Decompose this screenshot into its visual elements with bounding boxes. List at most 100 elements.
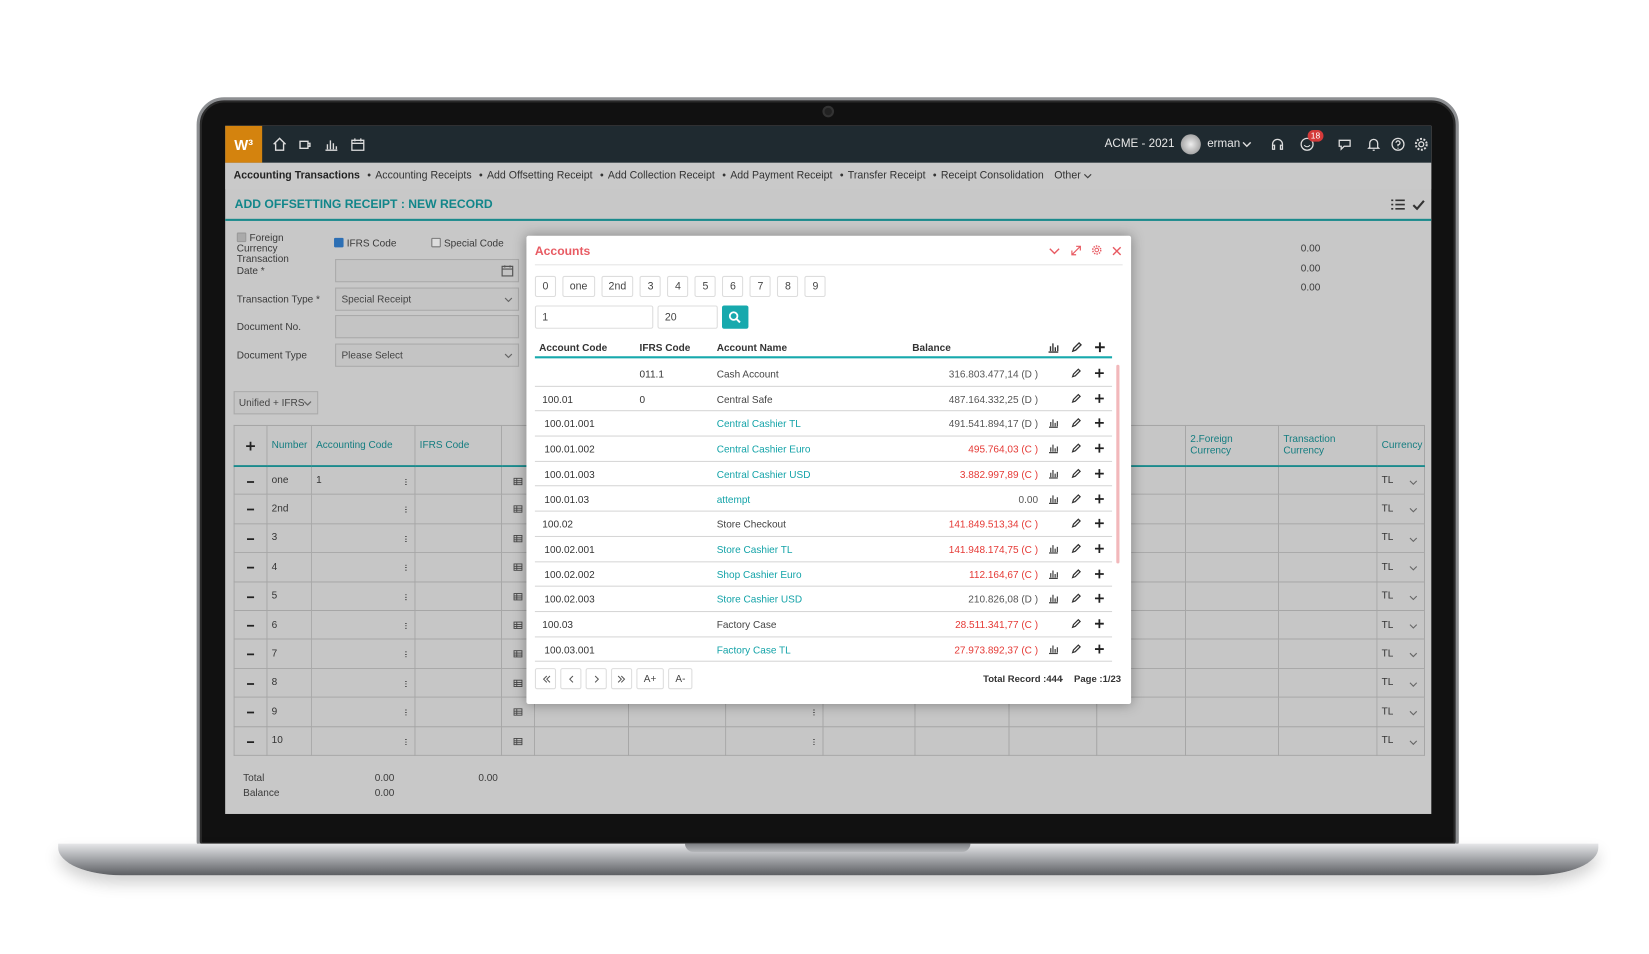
- chevron[interactable]: [1409, 537, 1418, 542]
- edit-icon[interactable]: [1071, 618, 1082, 629]
- more-icon[interactable]: [810, 707, 818, 718]
- account-name[interactable]: Central Cashier USD: [716, 469, 811, 481]
- table-icon[interactable]: [513, 649, 524, 659]
- add-icon[interactable]: [1094, 593, 1105, 604]
- pager-button[interactable]: [534, 668, 557, 690]
- more-icon[interactable]: [402, 592, 410, 603]
- account-row[interactable]: 100.01.001 Central Cashier TL 491.541.894,…: [534, 412, 1113, 437]
- help-icon[interactable]: [1390, 136, 1406, 152]
- more-icon[interactable]: [402, 649, 410, 660]
- more-icon[interactable]: [402, 707, 410, 718]
- chevron[interactable]: [1409, 479, 1418, 485]
- checkbox-field[interactable]: Foreign Currency Transaction: [236, 232, 327, 266]
- pager-button[interactable]: [560, 668, 582, 690]
- company[interactable]: ACME - 2021: [1104, 137, 1175, 151]
- add-icon[interactable]: [1094, 368, 1105, 379]
- edit-icon[interactable]: [1071, 341, 1083, 353]
- remove-row-icon[interactable]: [245, 476, 256, 487]
- add-icon[interactable]: [1094, 543, 1105, 554]
- headset-icon[interactable]: [1270, 136, 1286, 152]
- close-icon[interactable]: [1112, 246, 1122, 256]
- account-row[interactable]: 100.01.03 attempt 0.00: [534, 487, 1113, 512]
- remove-row-icon[interactable]: [245, 534, 256, 545]
- checkbox[interactable]: [334, 237, 344, 248]
- field-input[interactable]: [335, 315, 520, 339]
- account-name[interactable]: Shop Cashier Euro: [716, 569, 802, 581]
- table-icon[interactable]: [513, 476, 524, 486]
- range-end[interactable]: 20: [657, 305, 718, 329]
- chat-icon[interactable]: [1337, 136, 1353, 152]
- nav-item[interactable]: Receipt Consolidation: [940, 170, 1044, 182]
- account-row[interactable]: 100.02.002 Shop Cashier Euro 112.164,67 (C…: [534, 562, 1113, 587]
- field-input[interactable]: [335, 258, 520, 283]
- edit-icon[interactable]: [1071, 468, 1082, 479]
- checkbox[interactable]: [431, 237, 441, 248]
- nav-item[interactable]: Add Payment Receipt: [730, 170, 833, 182]
- pager-button[interactable]: [611, 668, 633, 690]
- account-name[interactable]: attempt: [716, 494, 751, 506]
- save-icon[interactable]: [1412, 199, 1425, 211]
- add-icon[interactable]: [1094, 418, 1105, 429]
- letter-button[interactable]: 6: [722, 275, 744, 298]
- chart-icon[interactable]: [1048, 568, 1060, 579]
- letter-button[interactable]: 2nd: [601, 275, 634, 298]
- table-icon[interactable]: [513, 620, 524, 630]
- smile-icon[interactable]: [1299, 136, 1315, 152]
- letter-button[interactable]: 9: [804, 275, 826, 298]
- chevron[interactable]: [1409, 624, 1418, 629]
- checkbox[interactable]: [236, 232, 247, 243]
- remove-row-icon[interactable]: [245, 736, 256, 747]
- calendar-icon[interactable]: [501, 264, 514, 277]
- table-icon[interactable]: [513, 736, 524, 746]
- edit-icon[interactable]: [1071, 493, 1082, 504]
- font-size-button[interactable]: A-: [667, 668, 693, 690]
- add-icon[interactable]: [1094, 518, 1105, 529]
- chart-icon[interactable]: [1048, 468, 1060, 479]
- account-row[interactable]: 100.02.003 Store Cashier USD 210.826,08 (D…: [534, 587, 1113, 613]
- user-name[interactable]: erman: [1207, 137, 1241, 151]
- add-icon[interactable]: [1094, 341, 1106, 353]
- remove-row-icon[interactable]: [245, 592, 256, 603]
- edit-icon[interactable]: [1071, 443, 1082, 454]
- view-select[interactable]: Unified + IFRS: [233, 391, 319, 415]
- remove-row-icon[interactable]: [245, 678, 256, 689]
- checkbox-field[interactable]: IFRS Code: [334, 237, 419, 250]
- account-row[interactable]: 100.01 0 Central Safe 487.164.332,25 (D ): [534, 387, 1113, 412]
- edit-icon[interactable]: [1071, 543, 1082, 554]
- edit-icon[interactable]: [1071, 393, 1082, 404]
- range-start[interactable]: 1: [534, 305, 654, 329]
- add-icon[interactable]: [1094, 568, 1105, 579]
- chevron[interactable]: [1409, 711, 1418, 716]
- more-icon[interactable]: [402, 505, 410, 516]
- table-icon[interactable]: [513, 505, 524, 515]
- chevron[interactable]: [1409, 682, 1418, 687]
- logo[interactable]: W³: [225, 125, 263, 163]
- font-size-button[interactable]: A+: [636, 668, 664, 690]
- table-icon[interactable]: [513, 707, 524, 717]
- bell-icon[interactable]: [1366, 136, 1382, 152]
- account-row[interactable]: 100.02 Store Checkout 141.849.513,34 (C ): [534, 512, 1113, 537]
- cup-icon[interactable]: [297, 136, 313, 152]
- home-icon[interactable]: [272, 136, 288, 152]
- add-row-icon[interactable]: [245, 441, 256, 452]
- more-icon[interactable]: [402, 620, 410, 631]
- checkbox-field[interactable]: Special Code: [431, 237, 516, 250]
- letter-button[interactable]: 0: [534, 275, 557, 298]
- nav-item[interactable]: Add Collection Receipt: [607, 170, 715, 182]
- more-icon[interactable]: [402, 563, 410, 574]
- chart-icon[interactable]: [1048, 543, 1060, 554]
- account-row[interactable]: 100.03 Factory Case 28.511.341,77 (C ): [534, 612, 1113, 638]
- search-button[interactable]: [721, 305, 749, 329]
- settings-icon[interactable]: [1413, 136, 1429, 152]
- chart-icon[interactable]: [1048, 418, 1060, 429]
- chevron[interactable]: [1409, 595, 1418, 600]
- field-input[interactable]: Special Receipt: [335, 287, 520, 311]
- nav-item[interactable]: Accounting Receipts: [375, 170, 472, 182]
- add-icon[interactable]: [1094, 393, 1105, 404]
- chevron[interactable]: [1242, 141, 1252, 148]
- letter-button[interactable]: 7: [749, 275, 772, 298]
- remove-row-icon[interactable]: [245, 707, 256, 718]
- nav-item[interactable]: Accounting Transactions: [233, 170, 360, 182]
- add-icon[interactable]: [1094, 468, 1105, 479]
- chart-icon[interactable]: [1048, 593, 1060, 604]
